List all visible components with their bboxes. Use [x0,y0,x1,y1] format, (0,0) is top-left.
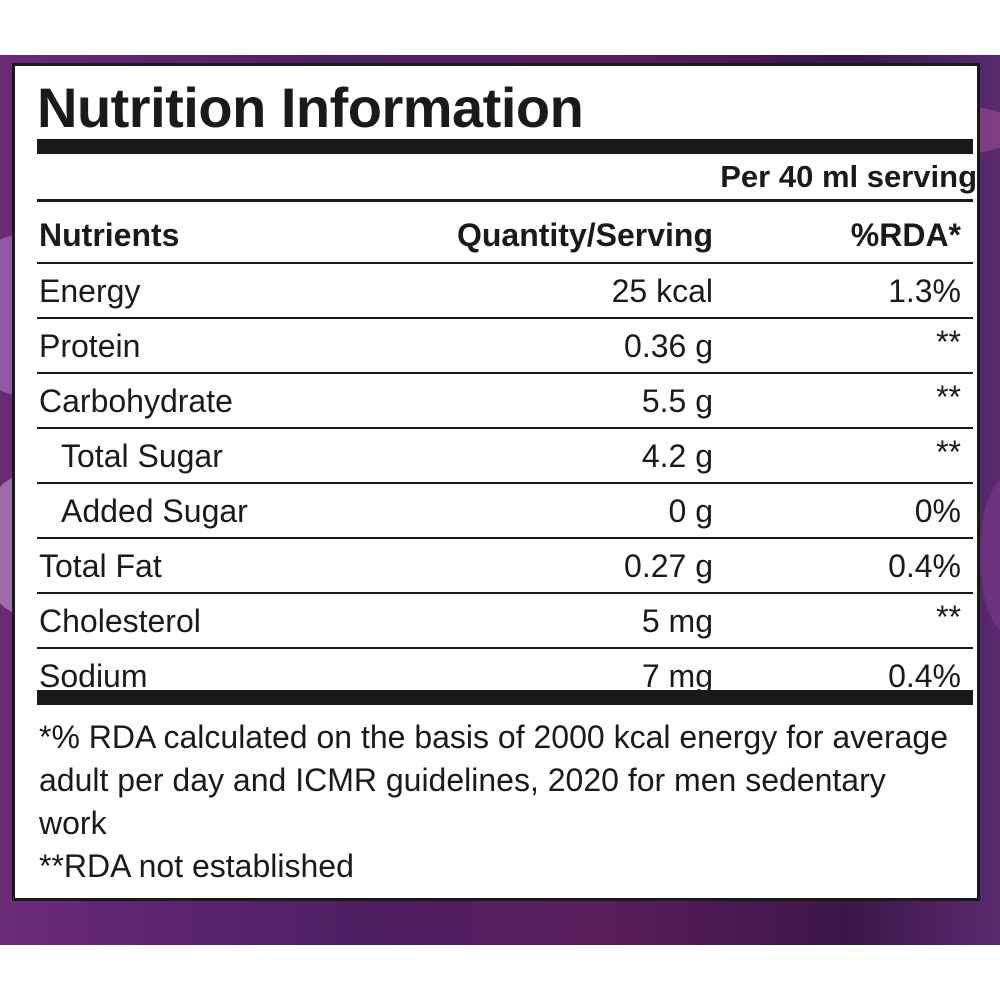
table-row: Added Sugar 0 g 0% [37,484,973,539]
nutrient-name: Sodium [39,658,148,694]
nutrient-quantity: 5.5 g [641,383,713,419]
nutrient-name: Energy [39,273,141,309]
nutrient-name: Protein [39,328,141,364]
table-row: Total Sugar 4.2 g ** [37,429,973,484]
nutrient-quantity: 7 mg [641,658,713,694]
nutrient-quantity: 0.27 g [624,548,713,584]
nutrient-rda: ** [936,434,961,470]
nutrient-quantity: 4.2 g [641,438,713,474]
footnote-rda-basis: *% RDA calculated on the basis of 2000 k… [39,719,948,841]
footnotes: *% RDA calculated on the basis of 2000 k… [39,716,959,888]
serving-size: Per 40 ml serving [720,159,977,194]
nutrition-label: Nutrition Information Per 40 ml serving … [12,63,980,901]
nutrient-rda: ** [936,379,961,415]
table-row: Carbohydrate 5.5 g ** [37,374,973,429]
nutrient-name: Added Sugar [61,493,248,529]
header-quantity: Quantity/Serving [456,217,713,253]
nutrient-rda: 1.3% [888,273,961,309]
footnote-rda-not-established: **RDA not established [39,848,354,884]
table-row: Sodium 7 mg 0.4% [37,649,973,704]
nutrient-rda: ** [936,599,961,635]
header-divider [37,262,973,264]
table-row: Cholesterol 5 mg ** [37,594,973,649]
table-row: Energy 25 kcal 1.3% [37,264,973,319]
serving-divider [37,199,973,202]
header-rda: %RDA* [850,217,961,253]
nutrient-rda: 0.4% [888,548,961,584]
title-divider [37,139,973,154]
table-row: Total Fat 0.27 g 0.4% [37,539,973,594]
nutrient-rda: ** [936,324,961,360]
table-header: Nutrients Quantity/Serving %RDA* [37,211,973,259]
nutrient-quantity: 5 mg [641,603,713,639]
nutrient-table: Energy 25 kcal 1.3% Protein 0.36 g ** Carbohyd… [37,264,973,704]
header-nutrients: Nutrients [39,217,180,253]
nutrient-name: Cholesterol [39,603,201,639]
nutrient-rda: 0.4% [888,658,961,694]
nutrient-quantity: 0.36 g [624,328,713,364]
nutrient-quantity: 0 g [668,493,713,529]
nutrient-name: Total Sugar [61,438,223,474]
nutrient-name: Total Fat [39,548,162,584]
nutrient-quantity: 25 kcal [611,273,713,309]
decorative-shape [980,475,1000,635]
nutrient-rda: 0% [914,493,961,529]
nutrient-name: Carbohydrate [39,383,233,419]
label-title: Nutrition Information [37,76,584,139]
table-bottom-divider [37,690,973,705]
table-row: Protein 0.36 g ** [37,319,973,374]
